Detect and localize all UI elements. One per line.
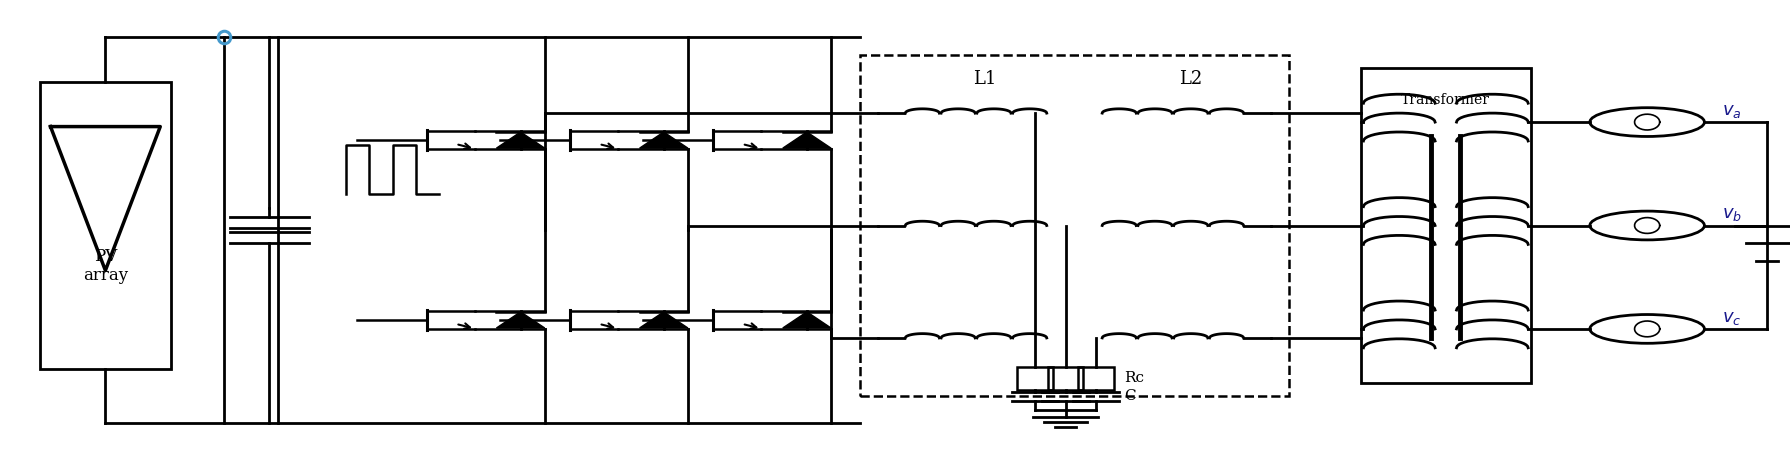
Polygon shape bbox=[783, 132, 831, 148]
Polygon shape bbox=[639, 132, 688, 148]
Text: L2: L2 bbox=[1178, 70, 1202, 88]
Bar bbox=[39, 82, 170, 369]
Polygon shape bbox=[496, 312, 544, 328]
Text: C: C bbox=[1125, 389, 1135, 403]
Bar bbox=[860, 55, 1290, 396]
Bar bbox=[1078, 367, 1114, 390]
Text: Rc: Rc bbox=[1125, 371, 1144, 385]
Bar bbox=[1017, 367, 1053, 390]
Text: $v_b$: $v_b$ bbox=[1723, 205, 1743, 223]
Text: L1: L1 bbox=[973, 70, 996, 88]
Text: $v_a$: $v_a$ bbox=[1723, 102, 1743, 120]
Text: $v_c$: $v_c$ bbox=[1723, 308, 1741, 327]
Bar bbox=[1361, 68, 1531, 383]
Bar bbox=[1048, 367, 1084, 390]
Polygon shape bbox=[639, 312, 688, 328]
Polygon shape bbox=[496, 132, 544, 148]
Text: PV
array: PV array bbox=[82, 248, 127, 284]
Polygon shape bbox=[783, 312, 831, 328]
Text: Transformer: Transformer bbox=[1401, 92, 1490, 106]
